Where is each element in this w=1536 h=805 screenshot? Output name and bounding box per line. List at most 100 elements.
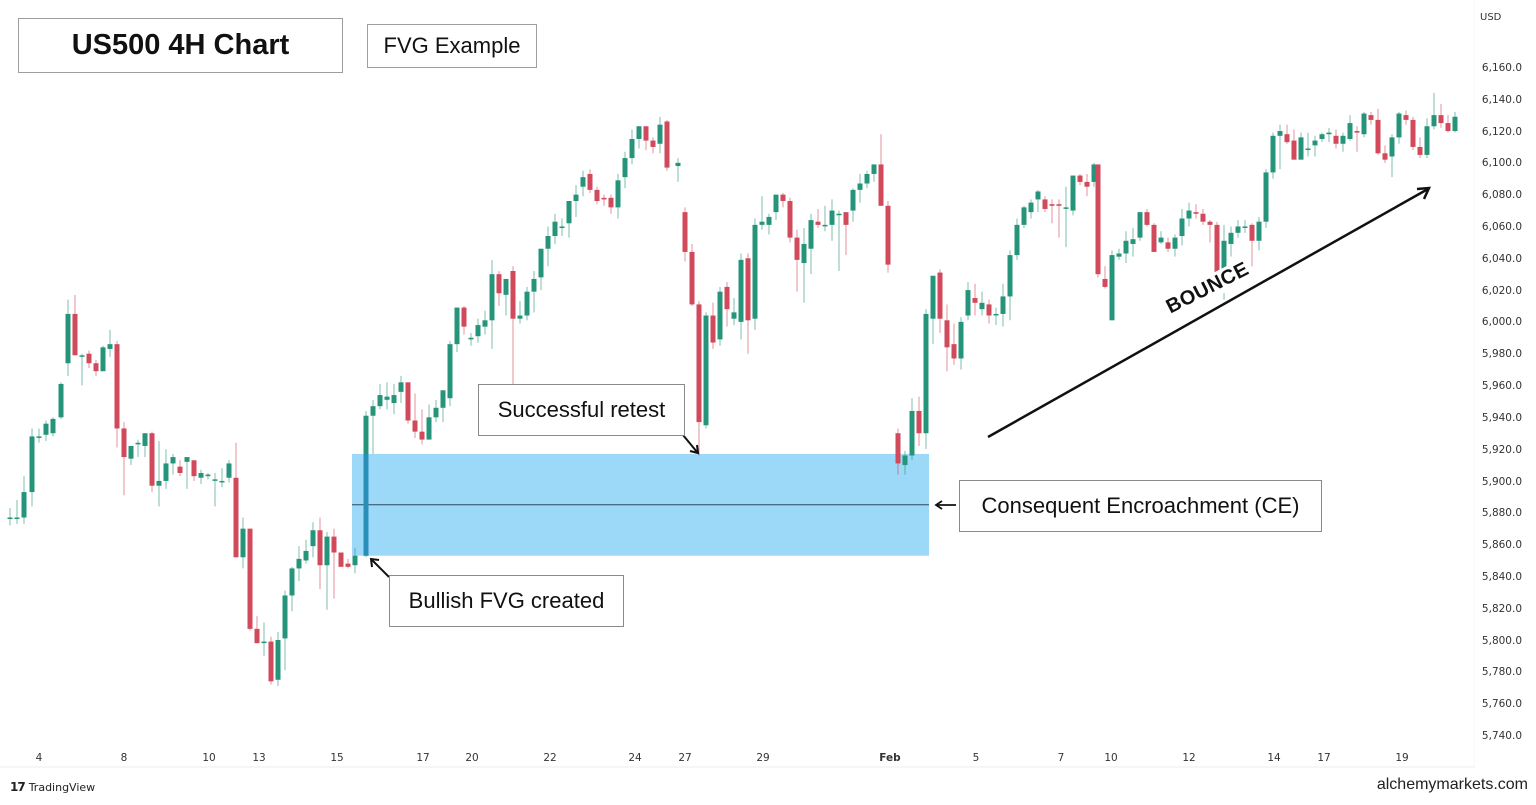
- time-tick-label: 12: [1182, 752, 1196, 764]
- bullish-candle: [21, 492, 27, 518]
- bearish-candle: [1049, 204, 1055, 206]
- price-axis[interactable]: [1475, 0, 1536, 768]
- bearish-candle: [86, 353, 92, 364]
- price-tick-label: 5,880.0: [1481, 507, 1522, 520]
- bullish-candle: [163, 463, 169, 481]
- bearish-candle: [650, 140, 656, 147]
- price-tick-label: 6,040.0: [1481, 252, 1522, 265]
- bearish-candle: [780, 194, 786, 202]
- bullish-candle: [573, 194, 579, 202]
- bullish-candle: [1228, 232, 1234, 244]
- bearish-candle: [412, 420, 418, 432]
- bearish-candle: [149, 433, 155, 486]
- bullish-candle: [1305, 148, 1311, 151]
- bearish-candle: [815, 221, 821, 225]
- bullish-candle: [1347, 123, 1353, 139]
- bullish-candle: [538, 248, 544, 278]
- bullish-candle: [282, 595, 288, 639]
- bearish-candle: [986, 304, 992, 316]
- bearish-candle: [843, 212, 849, 225]
- bearish-candle: [1445, 123, 1451, 132]
- bearish-candle: [405, 382, 411, 421]
- bullish-candle: [370, 406, 376, 416]
- time-tick-label: 22: [543, 752, 557, 764]
- currency-label: USD: [1480, 12, 1502, 23]
- price-tick-label: 5,760.0: [1481, 698, 1522, 711]
- bullish-candle: [454, 307, 460, 345]
- bullish-candle: [170, 457, 176, 464]
- watermark: alchemymarkets.com: [1376, 776, 1528, 793]
- bullish-candle: [1263, 172, 1269, 222]
- bearish-candle: [1042, 199, 1048, 209]
- bullish-candle: [310, 530, 316, 547]
- time-tick-label: 7: [1057, 752, 1065, 764]
- time-tick-label: 14: [1267, 752, 1281, 764]
- bullish-candle: [142, 433, 148, 446]
- bullish-candle: [871, 164, 877, 174]
- bullish-candle: [1389, 137, 1395, 157]
- bullish-candle: [212, 479, 218, 481]
- bullish-candle: [1123, 240, 1129, 254]
- bullish-candle: [580, 177, 586, 187]
- price-tick-label: 5,780.0: [1481, 666, 1522, 679]
- bullish-candle: [545, 236, 551, 249]
- bearish-candle: [1207, 221, 1213, 225]
- bullish-candle: [622, 158, 628, 178]
- bullish-candle: [864, 173, 870, 184]
- bullish-candle: [1326, 132, 1332, 135]
- bearish-candle: [745, 258, 751, 321]
- time-tick-label: 10: [202, 752, 216, 764]
- bullish-candle: [801, 243, 807, 264]
- bullish-candle: [79, 355, 85, 357]
- price-tick-label: 5,940.0: [1481, 411, 1522, 424]
- bullish-candle: [1130, 239, 1136, 244]
- bearish-candle: [268, 641, 274, 682]
- bullish-candle: [1221, 240, 1227, 275]
- tradingview-mark-icon: 17: [10, 780, 26, 794]
- bullish-candle: [636, 126, 642, 139]
- bearish-candle: [496, 274, 502, 294]
- time-tick-label: 17: [416, 752, 430, 764]
- bearish-candle: [1095, 164, 1101, 275]
- bearish-candle: [114, 344, 120, 429]
- bullish-candle: [447, 344, 453, 399]
- bullish-candle: [303, 550, 309, 561]
- bullish-candle: [289, 568, 295, 596]
- price-tick-label: 5,900.0: [1481, 475, 1522, 488]
- bullish-candle: [1312, 140, 1318, 146]
- bearish-candle: [1410, 119, 1416, 147]
- time-tick-label: 29: [756, 752, 770, 764]
- bullish-candle: [240, 528, 246, 558]
- bullish-candle: [675, 162, 681, 167]
- bullish-candle: [489, 274, 495, 321]
- bearish-candle: [1368, 115, 1374, 120]
- bullish-candle: [156, 480, 162, 486]
- price-tick-label: 5,740.0: [1481, 730, 1522, 742]
- bullish-candle: [731, 312, 737, 319]
- time-tick-label: 10: [1104, 752, 1118, 764]
- bullish-candle: [1179, 218, 1185, 237]
- bullish-candle: [930, 275, 936, 319]
- bearish-candle: [121, 428, 127, 458]
- bearish-candle: [1151, 224, 1157, 252]
- bullish-candle: [14, 517, 20, 520]
- bullish-candle: [629, 138, 635, 159]
- bearish-candle: [895, 433, 901, 464]
- time-tick-label: 20: [465, 752, 479, 764]
- time-tick-label: 5: [972, 752, 980, 764]
- bullish-candle: [1158, 237, 1164, 243]
- bullish-candle: [100, 347, 106, 372]
- bullish-candle: [1091, 164, 1097, 182]
- bullish-candle: [773, 194, 779, 213]
- bullish-candle: [7, 517, 13, 520]
- tradingview-logo[interactable]: 17 TradingView: [10, 780, 95, 794]
- bullish-candle: [559, 226, 565, 229]
- bullish-candle: [275, 639, 281, 680]
- bearish-candle: [696, 304, 702, 423]
- bearish-candle: [1333, 135, 1339, 144]
- bearish-candle: [1193, 212, 1199, 214]
- bullish-candle: [1035, 191, 1041, 200]
- bullish-candle: [475, 325, 481, 337]
- bearish-candle: [247, 528, 253, 629]
